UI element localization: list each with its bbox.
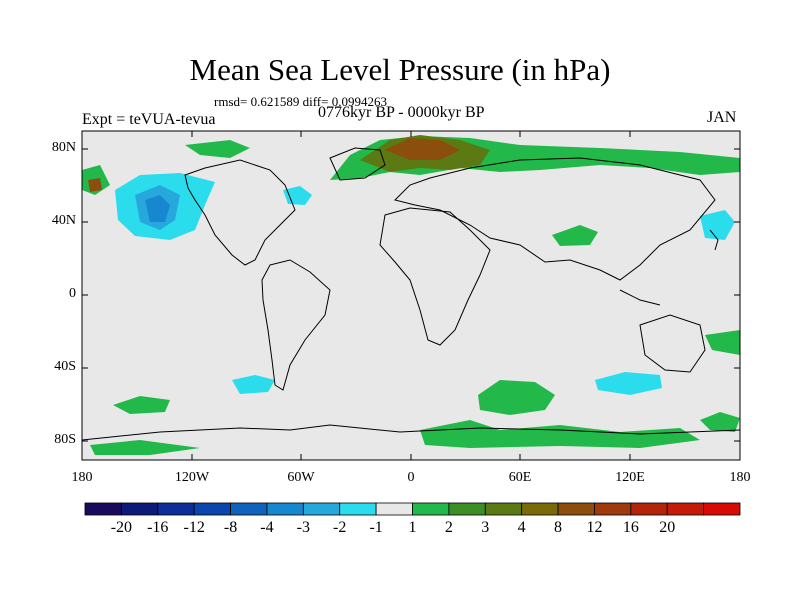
atlantic-negative-anomaly <box>283 186 312 205</box>
colorbar-swatch <box>375 502 413 516</box>
antarctic-positive-anomaly <box>420 420 700 448</box>
colorbar-tick-label: -1 <box>369 519 383 536</box>
greenland-core-anomaly <box>385 138 460 160</box>
colorbar-swatch <box>703 502 741 516</box>
lon-label-0: 0 <box>407 470 415 485</box>
colorbar-tick-label: -4 <box>260 519 274 536</box>
colorbar-swatch <box>521 502 559 516</box>
colorbar-swatch <box>448 502 486 516</box>
colorbar-swatch <box>666 502 705 516</box>
colorbar-tick-label: 16 <box>622 519 639 536</box>
plot-title: Mean Sea Level Pressure (in hPa) <box>189 52 611 87</box>
colorbar-tick-label: 8 <box>554 519 563 536</box>
colorbar-swatch <box>193 502 231 516</box>
south-america-coast <box>261 259 331 391</box>
south-east-positive-anomaly <box>700 412 740 432</box>
colorbar-tick-label: 4 <box>517 519 526 536</box>
colorbar-swatch <box>594 502 632 516</box>
north-america-coast <box>184 159 296 266</box>
month-label: JAN <box>707 109 737 126</box>
colorbar-swatch <box>84 502 122 516</box>
colorbar-tick-label: -12 <box>183 519 205 536</box>
colorbar-swatch <box>266 502 304 516</box>
lat-label-0: 0 <box>69 286 76 301</box>
colorbar-swatch <box>484 502 523 516</box>
colorbar-tick-label: 1 <box>408 519 417 536</box>
lat-label-80n: 80N <box>51 140 76 155</box>
lon-label-120e: 120E <box>615 470 645 485</box>
south-indian-negative-anomaly <box>595 372 662 395</box>
colorbar-tick-label: 3 <box>481 519 490 536</box>
stats-text: rmsd= 0.621589 diff= 0.0994263 <box>214 94 387 109</box>
indonesia-coast <box>619 289 661 306</box>
west-pacific-negative-anomaly <box>700 210 735 240</box>
antarctic-west-positive-anomaly <box>90 440 200 455</box>
south-pacific-positive-anomaly <box>113 396 170 414</box>
colorbar-swatch <box>157 502 195 516</box>
lat-label-40s: 40S <box>54 359 76 374</box>
colorbar-tick-label: -16 <box>147 519 169 536</box>
south-atlantic-positive-anomaly <box>478 380 555 415</box>
colorbar-tick-label: 20 <box>659 519 676 536</box>
colorbar-tick-label: -20 <box>110 519 133 536</box>
north-pacific-negative-center <box>145 195 170 222</box>
colorbar-swatch <box>412 502 450 516</box>
axis-ticks <box>81 131 741 460</box>
lat-label-40n: 40N <box>51 213 76 228</box>
asia-positive-anomaly <box>552 225 598 246</box>
colorbar-swatch <box>302 502 341 516</box>
colorbar-swatch <box>120 502 159 516</box>
greenland-coast <box>329 147 386 181</box>
antarctica-coast <box>81 424 741 441</box>
lon-label-60e: 60E <box>508 470 532 485</box>
eurasia-coast <box>394 157 716 281</box>
colorbar-tick-label: 2 <box>444 519 453 536</box>
colorbar-swatch <box>630 502 668 516</box>
colorbar-swatch <box>557 502 595 516</box>
anomaly-fields <box>82 135 740 455</box>
colorbar-tick-label: -8 <box>223 519 238 536</box>
canada-positive-anomaly <box>185 140 250 158</box>
colorbar-tick-label: -3 <box>296 519 310 536</box>
colorbar-swatch <box>339 502 377 516</box>
colorbar-swatch <box>230 502 268 516</box>
negative-anomaly-fields <box>115 173 735 395</box>
south-pacific-negative-anomaly <box>232 375 275 394</box>
coastlines <box>81 147 741 441</box>
lat-label-80s: 80S <box>54 432 76 447</box>
australia-coast <box>639 314 706 373</box>
japan-coast <box>709 229 719 251</box>
lon-label-60w: 60W <box>287 470 315 485</box>
period-label: 0776kyr BP - 0000kyr BP <box>318 104 485 121</box>
australia-positive-anomaly <box>705 330 740 355</box>
colorbar <box>84 502 741 516</box>
lon-label-120w: 120W <box>174 470 210 485</box>
colorbar-tick-label: 12 <box>586 519 603 536</box>
lon-label-180e: 180 <box>729 470 751 485</box>
pacific-core-anomaly <box>88 178 102 192</box>
colorbar-tick-label: -2 <box>333 519 347 536</box>
lon-label-180w: 180 <box>71 470 93 485</box>
experiment-label: Expt = teVUA-tevua <box>82 111 216 128</box>
